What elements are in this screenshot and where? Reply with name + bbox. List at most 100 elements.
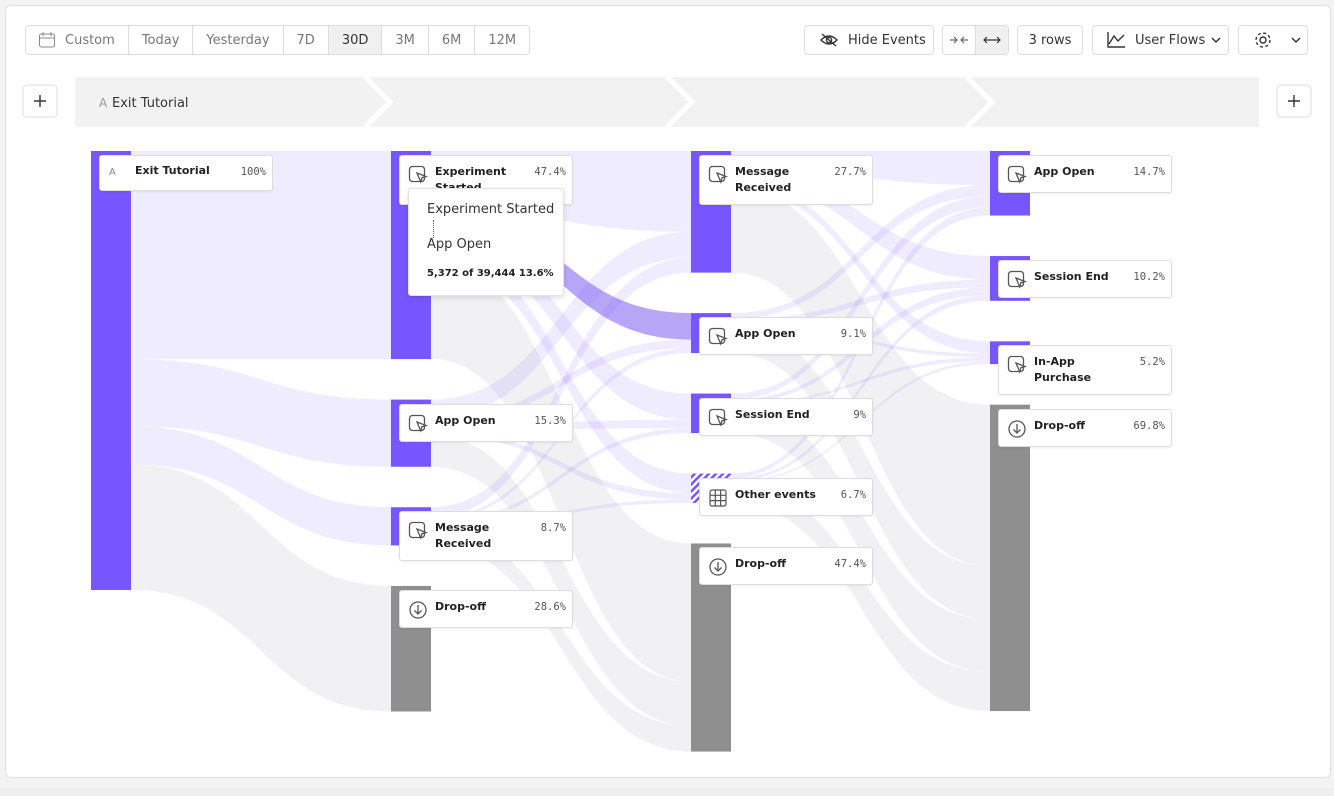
node-name: App Open bbox=[435, 413, 496, 427]
step-header bbox=[75, 77, 1259, 127]
node-percent: 9% bbox=[853, 408, 866, 421]
node-card[interactable]: Session End 10.2% bbox=[998, 260, 1172, 299]
node-percent: 69.8% bbox=[1133, 419, 1165, 432]
step-label[interactable]: Exit Tutorial bbox=[112, 96, 189, 111]
collapse-expand-group bbox=[942, 25, 1009, 55]
plus-icon bbox=[34, 95, 46, 107]
tooltip-to: App Open bbox=[427, 237, 492, 252]
rows-label: 3 rows bbox=[1028, 32, 1072, 48]
node-name: App Open bbox=[735, 327, 796, 341]
flow-ribbon bbox=[431, 434, 691, 727]
node-card[interactable]: Message Received 8.7% bbox=[399, 511, 573, 562]
node-card[interactable]: Session End 9% bbox=[699, 397, 873, 436]
eye-off-icon bbox=[820, 33, 838, 47]
node-name: In-App Purchase bbox=[1034, 355, 1092, 385]
node-card[interactable]: In-App Purchase 5.2% bbox=[998, 345, 1172, 396]
date-range-option[interactable]: Custom bbox=[65, 32, 115, 48]
grid-icon bbox=[709, 488, 727, 507]
node-name: Drop-off bbox=[1034, 418, 1086, 432]
calendar-icon[interactable] bbox=[26, 26, 56, 54]
flow-ribbon bbox=[431, 227, 691, 420]
node-card[interactable]: Other events 6.7% bbox=[699, 477, 873, 516]
node-bar[interactable] bbox=[91, 151, 131, 590]
flow-ribbon bbox=[431, 527, 691, 752]
dropoff-icon bbox=[1008, 419, 1026, 438]
node-card[interactable]: Drop-off 47.4% bbox=[699, 547, 873, 586]
step-separators bbox=[363, 75, 996, 129]
calendar-glyph bbox=[39, 32, 55, 48]
flow-ribbon bbox=[731, 185, 990, 319]
node-percent: 47.4% bbox=[534, 166, 566, 178]
dropoff-bar[interactable] bbox=[990, 404, 1030, 712]
collapse-icon bbox=[950, 36, 968, 44]
date-range-option[interactable]: 7D bbox=[282, 26, 328, 54]
flow-ribbon bbox=[731, 187, 990, 567]
date-range-option[interactable]: 6M bbox=[427, 26, 475, 54]
tooltip-from: Experiment Started bbox=[427, 202, 555, 217]
flow-ribbon bbox=[431, 231, 691, 419]
chevron-down bbox=[1211, 37, 1221, 43]
node-name: Message Received bbox=[735, 165, 792, 194]
node-percent: 47.4% bbox=[834, 558, 866, 571]
flow-ribbon bbox=[431, 246, 691, 494]
node-name: App Open bbox=[1034, 165, 1095, 178]
dropoff-icon bbox=[409, 601, 427, 619]
date-range-option[interactable]: 3M bbox=[381, 26, 428, 54]
node-name: Session End bbox=[735, 407, 810, 421]
date-range-option[interactable]: 12M bbox=[474, 26, 529, 54]
flow-ribbon bbox=[731, 196, 990, 400]
node-name: Drop-off bbox=[735, 557, 787, 571]
date-range-option[interactable]: Yesterday bbox=[192, 26, 282, 54]
node-card[interactable]: App Open 14.7% bbox=[998, 155, 1172, 193]
node-name: Message Received bbox=[435, 521, 492, 551]
node-percent: 10.2% bbox=[1133, 271, 1165, 284]
node-percent: 28.6% bbox=[534, 600, 566, 613]
node-card[interactable]: App Open 15.3% bbox=[399, 403, 573, 442]
node-percent: 6.7% bbox=[840, 488, 866, 501]
node-card[interactable]: A Exit Tutorial 100% bbox=[99, 155, 273, 191]
node-card[interactable]: Drop-off 28.6% bbox=[399, 589, 573, 628]
node-percent: 14.7% bbox=[1133, 166, 1165, 178]
node-name: Exit Tutorial bbox=[135, 164, 210, 177]
event-icon bbox=[408, 165, 428, 184]
node-percent: 15.3% bbox=[534, 414, 566, 427]
step-letter: A bbox=[99, 96, 108, 110]
tooltip-connector bbox=[433, 220, 434, 238]
event-icon bbox=[708, 327, 728, 346]
node-card[interactable]: Drop-off 69.8% bbox=[998, 408, 1172, 447]
settings-button[interactable] bbox=[1238, 25, 1308, 55]
flow-ribbon bbox=[431, 428, 691, 525]
node-percent: 8.7% bbox=[540, 522, 566, 535]
event-icon bbox=[1007, 356, 1027, 375]
node-card[interactable]: App Open 9.1% bbox=[699, 317, 873, 356]
event-icon bbox=[708, 165, 728, 184]
flow-ribbon bbox=[431, 257, 691, 518]
event-icon bbox=[408, 414, 428, 433]
date-range-option[interactable]: Today bbox=[127, 26, 193, 54]
flow-ribbon bbox=[731, 279, 990, 324]
tooltip-detail: 5,372 of 39,444 13.6% bbox=[427, 268, 554, 279]
flow-ribbon bbox=[131, 464, 391, 712]
flow-ribbon bbox=[731, 325, 990, 620]
node-card[interactable]: Message Received 27.7% bbox=[699, 155, 873, 205]
date-range-option[interactable]: 30D bbox=[327, 26, 382, 54]
hide-events-button[interactable]: Hide Events bbox=[804, 25, 934, 55]
node-percent: 9.1% bbox=[840, 328, 866, 341]
node-name: Other events bbox=[735, 487, 816, 501]
flow-ribbon bbox=[431, 260, 691, 682]
flow-ribbon bbox=[731, 181, 990, 354]
rows-button[interactable]: 3 rows bbox=[1017, 25, 1083, 55]
event-icon bbox=[708, 408, 728, 427]
plus-icon bbox=[1288, 95, 1300, 107]
expand-button[interactable] bbox=[976, 26, 1008, 54]
flow-ribbon bbox=[431, 430, 691, 500]
node-percent: 27.7% bbox=[834, 166, 866, 178]
event-icon bbox=[1007, 270, 1027, 289]
view-button[interactable]: User Flows bbox=[1092, 25, 1229, 55]
node-letter: A bbox=[109, 167, 116, 178]
collapse-button[interactable] bbox=[943, 26, 976, 54]
flow-ribbon bbox=[731, 482, 990, 712]
flow-ribbon bbox=[731, 357, 990, 406]
event-icon bbox=[408, 522, 428, 541]
